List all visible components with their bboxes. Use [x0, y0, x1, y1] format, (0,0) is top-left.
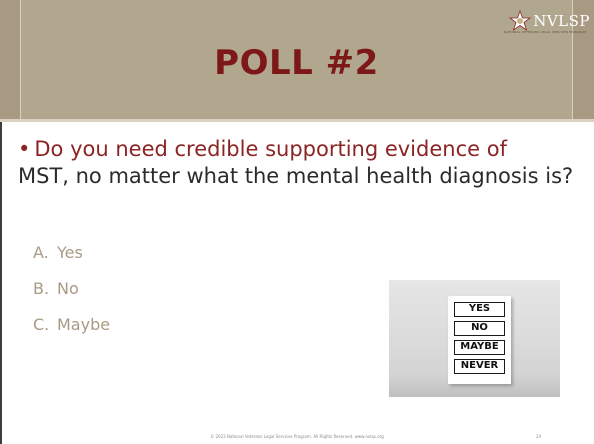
option-c: C. Maybe: [33, 314, 110, 350]
poll-question: • Do you need credible supporting evidenc…: [18, 136, 578, 190]
star-emblem-icon: [509, 10, 532, 32]
nvlsp-logo: NVLSP: [509, 4, 590, 38]
logo-subtitle: NATIONAL VETERANS LEGAL SERVICES PROGRAM: [503, 30, 586, 34]
option-b: B. No: [33, 278, 110, 314]
poll-photo: YES NO MAYBE NEVER: [389, 280, 560, 397]
option-label: No: [57, 279, 79, 298]
poll-options: A. Yes B. No C. Maybe: [33, 242, 110, 350]
bullet-dot: •: [18, 137, 31, 161]
option-letter: C.: [33, 315, 50, 334]
sign-board: YES NO MAYBE NEVER: [448, 296, 511, 384]
page-number: 24: [536, 434, 542, 439]
option-a: A. Yes: [33, 242, 110, 278]
board-option-never: NEVER: [454, 359, 505, 374]
option-label: Yes: [57, 243, 83, 262]
logo-text: NVLSP: [533, 12, 590, 30]
question-text-part1: Do you need credible supporting evidence…: [34, 137, 507, 161]
option-letter: B.: [33, 279, 50, 298]
footer-copyright: © 2023 National Veterans Legal Services …: [210, 434, 384, 439]
left-border: [0, 122, 2, 444]
question-text-part2: MST, no matter what the mental health di…: [18, 164, 574, 188]
slide-title: POLL #2: [214, 43, 379, 83]
board-option-maybe: MAYBE: [454, 340, 505, 355]
board-option-yes: YES: [454, 302, 505, 317]
option-label: Maybe: [57, 315, 111, 334]
title-box: POLL #2: [20, 0, 573, 119]
option-letter: A.: [33, 243, 49, 262]
board-option-no: NO: [454, 321, 505, 336]
header-rule: [0, 119, 594, 122]
